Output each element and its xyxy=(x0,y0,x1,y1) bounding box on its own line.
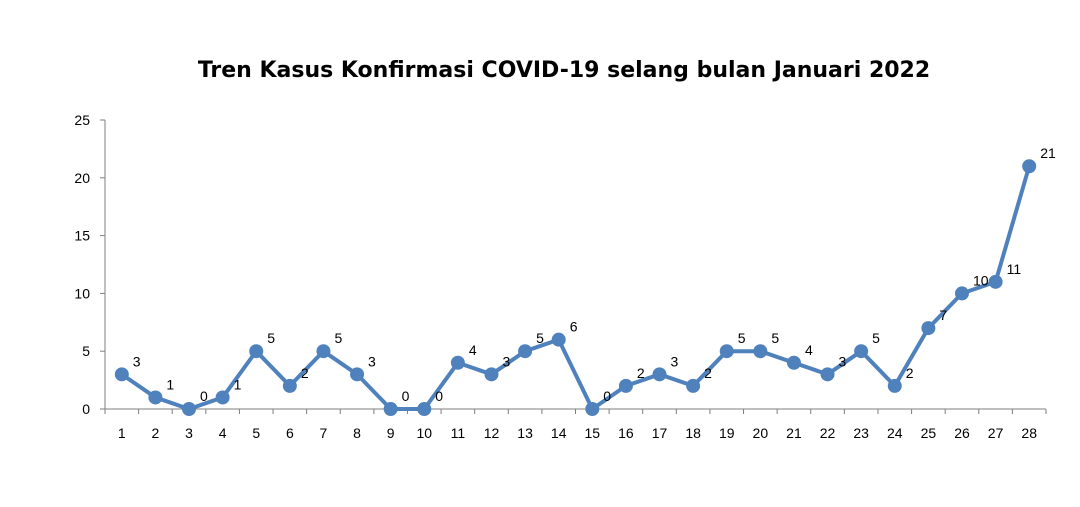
chart-title: Tren Kasus Konfirmasi COVID-19 selang bu… xyxy=(197,58,931,83)
data-point xyxy=(417,402,432,416)
data-point xyxy=(686,378,701,393)
y-tick-label: 15 xyxy=(74,228,90,244)
data-label: 1 xyxy=(166,376,174,392)
data-label: 0 xyxy=(200,388,208,404)
x-tick-label: 14 xyxy=(551,425,567,441)
data-point xyxy=(383,402,398,416)
x-tick-label: 6 xyxy=(286,425,294,441)
data-label: 3 xyxy=(368,353,376,369)
data-point xyxy=(350,367,365,382)
data-label: 2 xyxy=(704,365,712,381)
data-label: 3 xyxy=(839,353,847,369)
data-point xyxy=(148,390,163,405)
x-tick-label: 12 xyxy=(484,425,500,441)
data-point xyxy=(316,344,331,359)
data-label: 5 xyxy=(771,330,779,346)
x-tick-label: 18 xyxy=(685,425,701,441)
data-point xyxy=(585,402,600,416)
data-point xyxy=(215,390,230,405)
x-tick-label: 25 xyxy=(921,425,937,441)
data-label: 5 xyxy=(872,330,880,346)
data-label: 4 xyxy=(469,342,477,358)
data-point xyxy=(1022,159,1037,174)
data-label: 3 xyxy=(671,353,679,369)
data-point xyxy=(484,367,499,382)
data-point xyxy=(921,321,936,336)
data-label: 6 xyxy=(570,319,578,335)
x-tick-label: 2 xyxy=(152,425,160,441)
data-label: 1 xyxy=(234,376,242,392)
data-point xyxy=(820,367,835,382)
data-point xyxy=(249,344,264,359)
data-label: 0 xyxy=(603,388,611,404)
data-label: 5 xyxy=(334,330,342,346)
data-point xyxy=(854,344,869,359)
data-point xyxy=(652,367,667,382)
x-tick-label: 8 xyxy=(353,425,361,441)
data-point xyxy=(182,402,197,416)
x-tick-label: 23 xyxy=(853,425,869,441)
x-tick-label: 1 xyxy=(118,425,126,441)
y-tick-label: 25 xyxy=(74,112,90,128)
x-tick-label: 13 xyxy=(517,425,533,441)
data-label: 4 xyxy=(805,342,813,358)
data-label: 5 xyxy=(267,330,275,346)
y-axis-ticks: 0 5 10 15 20 25 xyxy=(74,112,105,417)
data-point xyxy=(753,344,768,359)
data-label: 2 xyxy=(906,365,914,381)
y-tick-label: 10 xyxy=(74,285,90,301)
x-tick-label: 28 xyxy=(1021,425,1037,441)
data-label: 0 xyxy=(402,388,410,404)
x-tick-label: 27 xyxy=(988,425,1004,441)
data-label: 2 xyxy=(301,365,309,381)
data-point xyxy=(954,286,969,301)
data-point xyxy=(786,355,801,370)
data-point xyxy=(988,274,1003,289)
x-tick-label: 19 xyxy=(719,425,735,441)
data-label: 3 xyxy=(133,353,141,369)
x-tick-label: 22 xyxy=(820,425,836,441)
data-point xyxy=(551,332,566,347)
data-point xyxy=(114,367,129,382)
data-label: 21 xyxy=(1040,145,1056,161)
series-group xyxy=(114,159,1037,416)
x-tick-label: 4 xyxy=(219,425,227,441)
x-axis-ticks: 1 2 3 4 5 6 7 8 9 10 11 12 13 14 15 16 17 18 19 20 21 22 23 24 2… xyxy=(104,409,1047,441)
x-tick-label: 17 xyxy=(652,425,668,441)
x-tick-label: 9 xyxy=(387,425,395,441)
data-label: 7 xyxy=(939,307,947,323)
data-label: 5 xyxy=(738,330,746,346)
y-tick-label: 20 xyxy=(74,170,90,186)
y-tick-label: 5 xyxy=(82,343,90,359)
x-tick-label: 26 xyxy=(954,425,970,441)
data-point xyxy=(618,378,633,393)
data-label: 0 xyxy=(435,388,443,404)
x-tick-label: 7 xyxy=(320,425,328,441)
data-point xyxy=(518,344,533,359)
data-label: 2 xyxy=(637,365,645,381)
series-line xyxy=(119,164,1032,411)
data-label: 5 xyxy=(536,330,544,346)
data-label: 11 xyxy=(1007,261,1022,277)
x-tick-label: 10 xyxy=(416,425,432,441)
data-label: 3 xyxy=(502,353,510,369)
x-tick-label: 16 xyxy=(618,425,634,441)
x-tick-label: 3 xyxy=(185,425,193,441)
data-point xyxy=(719,344,734,359)
data-point xyxy=(282,378,297,393)
x-tick-label: 20 xyxy=(753,425,769,441)
data-point xyxy=(450,355,465,370)
x-tick-label: 11 xyxy=(451,425,466,441)
y-tick-label: 0 xyxy=(82,401,90,417)
data-label: 10 xyxy=(973,272,989,288)
data-point xyxy=(887,378,902,393)
x-tick-label: 15 xyxy=(585,425,601,441)
x-tick-label: 21 xyxy=(786,425,802,441)
x-tick-label: 5 xyxy=(252,425,260,441)
x-tick-label: 24 xyxy=(887,425,903,441)
